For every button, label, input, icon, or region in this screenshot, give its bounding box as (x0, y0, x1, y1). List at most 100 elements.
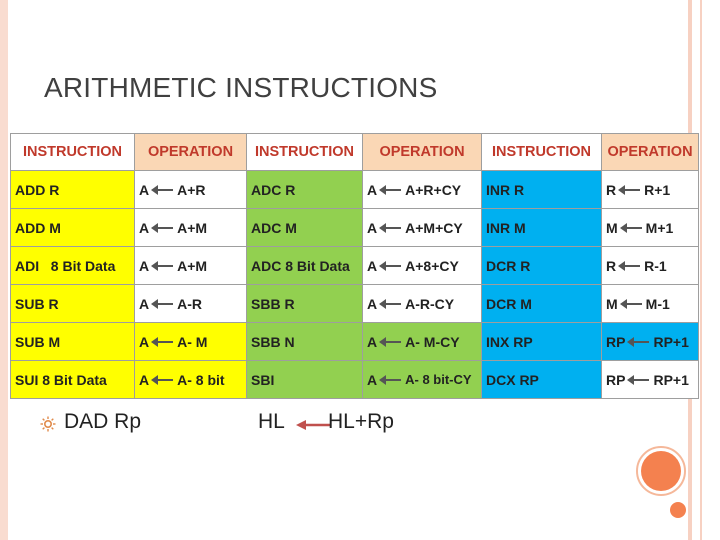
instruction-cell: INR M (481, 208, 602, 247)
operation-cell: M M-1 (601, 284, 699, 323)
operation-cell: A A+8+CY (362, 246, 482, 285)
header-operation-1: OPERATION (134, 133, 247, 171)
frame-right-line-inner (700, 0, 702, 540)
decorative-circle-outline (636, 446, 686, 496)
instruction-cell: DCR R (481, 246, 602, 285)
left-arrow-icon (379, 184, 402, 195)
operation-destination: A (367, 257, 378, 274)
instruction-cell: SUI 8 Bit Data (10, 360, 135, 399)
operation-destination: M (606, 295, 618, 312)
operation-destination: A (139, 295, 150, 312)
table-header-row: INSTRUCTION OPERATION INSTRUCTION OPERAT… (10, 133, 699, 171)
operation-cell: A A+R (134, 170, 247, 209)
bullet-source: HL+Rp (328, 410, 394, 433)
left-arrow-icon (379, 336, 402, 347)
operation-source: A-R-CY (405, 295, 455, 312)
instruction-cell: SBB R (246, 284, 363, 323)
instruction-cell: ADI 8 Bit Data (10, 246, 135, 285)
operation-source: A+M+CY (405, 219, 463, 236)
table-row: ADD M A A+M ADC M A A+M+CY INR M M M+1 (10, 208, 699, 247)
operation-source: A+M (177, 257, 208, 274)
operation-cell: A A- M-CY (362, 322, 482, 361)
instruction-cell: SUB R (10, 284, 135, 323)
instruction-cell: ADC M (246, 208, 363, 247)
instruction-cell: DCR M (481, 284, 602, 323)
operation-destination: A (367, 181, 378, 198)
operation-cell: RP RP+1 (601, 360, 699, 399)
sun-bullet-icon (40, 416, 56, 432)
left-arrow-icon (619, 298, 642, 309)
table-row: SUB M A A- M SBB N A A- M-CY INX RP RP RP+1 (10, 322, 699, 361)
left-arrow-icon (618, 184, 641, 195)
table-row: ADI 8 Bit Data A A+M ADC 8 Bit Data A A+8+… (10, 246, 699, 285)
operation-source: M+1 (645, 219, 674, 236)
instruction-cell: ADD R (10, 170, 135, 209)
left-arrow-icon (627, 374, 650, 385)
operation-destination: M (606, 219, 618, 236)
operation-destination: A (139, 257, 150, 274)
operation-source: A- 8 bit-CY (405, 372, 472, 387)
header-instruction-1: INSTRUCTION (10, 133, 135, 171)
table-row: ADD R A A+R ADC R A A+R+CY INR R R R+1 (10, 170, 699, 209)
left-arrow-icon (151, 298, 174, 309)
frame-left-stripe (0, 0, 8, 540)
left-arrow-icon (151, 336, 174, 347)
instruction-cell: INR R (481, 170, 602, 209)
operation-source: A- M-CY (405, 333, 460, 350)
left-arrow-icon (619, 222, 642, 233)
instruction-cell: ADC 8 Bit Data (246, 246, 363, 285)
header-instruction-3: INSTRUCTION (481, 133, 602, 171)
operation-cell: A A-R-CY (362, 284, 482, 323)
operation-cell: M M+1 (601, 208, 699, 247)
left-arrow-icon (618, 260, 641, 271)
left-arrow-icon (151, 222, 174, 233)
left-arrow-icon (296, 420, 330, 430)
operation-source: A- 8 bit (177, 371, 225, 388)
operation-source: A- M (177, 333, 208, 350)
left-arrow-icon (151, 184, 174, 195)
operation-source: A+8+CY (405, 257, 459, 274)
left-arrow-icon (379, 374, 402, 385)
instruction-table: INSTRUCTION OPERATION INSTRUCTION OPERAT… (10, 133, 699, 399)
operation-source: RP+1 (653, 333, 689, 350)
instruction-cell: INX RP (481, 322, 602, 361)
operation-destination: A (367, 219, 378, 236)
bullet-destination: HL (258, 410, 285, 433)
operation-destination: R (606, 257, 617, 274)
instruction-cell: ADD M (10, 208, 135, 247)
operation-destination: A (367, 371, 378, 388)
operation-cell: A A- 8 bit (134, 360, 247, 399)
operation-cell: A A- 8 bit-CY (362, 360, 482, 399)
decorative-dot (670, 502, 686, 518)
operation-destination: R (606, 181, 617, 198)
operation-cell: A A- M (134, 322, 247, 361)
operation-source: A+M (177, 219, 208, 236)
table-row: SUI 8 Bit Data A A- 8 bit SBI A A- 8 bit-C… (10, 360, 699, 399)
operation-cell: R R-1 (601, 246, 699, 285)
operation-cell: A A-R (134, 284, 247, 323)
instruction-cell: DCX RP (481, 360, 602, 399)
operation-source: A-R (177, 295, 203, 312)
header-operation-3: OPERATION (601, 133, 699, 171)
bullet-instruction: DAD Rp (64, 410, 142, 433)
slide-title: ARITHMETIC INSTRUCTIONS (44, 72, 438, 103)
operation-cell: A A+R+CY (362, 170, 482, 209)
left-arrow-icon (151, 374, 174, 385)
table-row: SUB R A A-R SBB R A A-R-CY DCR M M M-1 (10, 284, 699, 323)
operation-cell: A A+M (134, 246, 247, 285)
instruction-cell: SBB N (246, 322, 363, 361)
instruction-cell: ADC R (246, 170, 363, 209)
operation-source: M-1 (645, 295, 670, 312)
left-arrow-icon (379, 298, 402, 309)
operation-source: RP+1 (653, 371, 689, 388)
operation-source: A+R (177, 181, 206, 198)
operation-destination: A (139, 333, 150, 350)
operation-destination: A (139, 181, 150, 198)
operation-source: R+1 (644, 181, 671, 198)
left-arrow-icon (379, 222, 402, 233)
operation-destination: A (367, 295, 378, 312)
instruction-cell: SUB M (10, 322, 135, 361)
left-arrow-icon (151, 260, 174, 271)
operation-cell: R R+1 (601, 170, 699, 209)
decorative-circle (641, 451, 681, 491)
